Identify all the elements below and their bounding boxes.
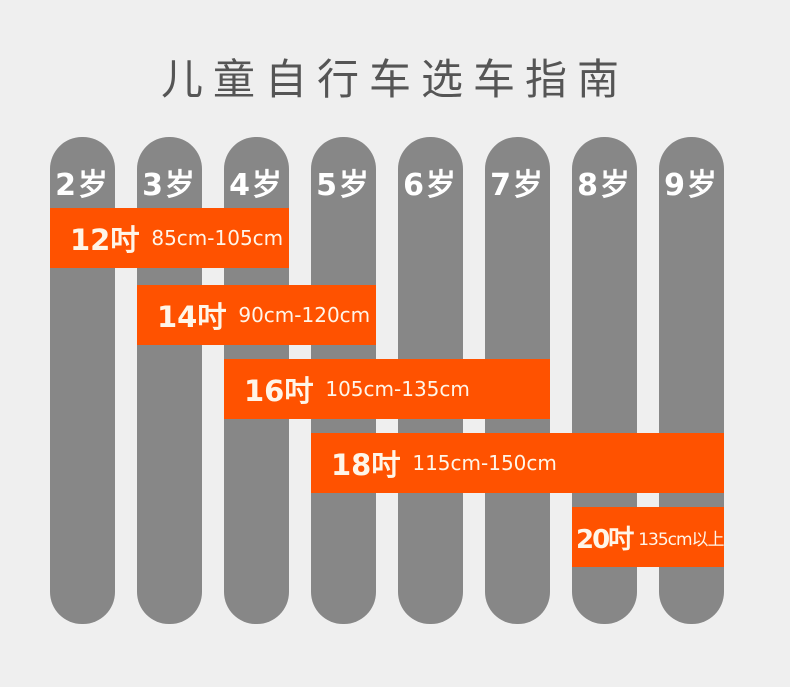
height-range: 90cm-120cm (238, 303, 371, 327)
height-range: 85cm-105cm (151, 226, 284, 250)
wheel-size: 20吋 (576, 524, 634, 555)
bike-size-bar: 12吋 85cm-105cm (50, 208, 289, 268)
height-range: 115cm-150cm (412, 451, 557, 475)
age-label: 7岁 (490, 168, 545, 203)
age-label: 9岁 (664, 168, 719, 203)
bike-size-bar: 18吋 115cm-150cm (311, 433, 724, 493)
height-range: 135cm以上 (638, 529, 724, 550)
bike-size-bar: 14吋 90cm-120cm (137, 285, 376, 345)
age-label: 3岁 (142, 168, 197, 203)
wheel-size: 14吋 (157, 300, 227, 334)
age-label: 8岁 (577, 168, 632, 203)
age-label: 6岁 (403, 168, 458, 203)
wheel-size: 16吋 (244, 374, 314, 408)
height-range: 105cm-135cm (325, 377, 470, 401)
wheel-size: 12吋 (70, 223, 140, 257)
age-label: 4岁 (229, 168, 284, 203)
bike-size-bar: 20吋 135cm以上 (572, 507, 725, 567)
wheel-size: 18吋 (331, 448, 401, 482)
age-label: 5岁 (316, 168, 371, 203)
age-label: 2岁 (55, 168, 110, 203)
page-title: 儿童自行车选车指南 (160, 55, 629, 104)
bike-size-bar: 16吋 105cm-135cm (224, 359, 550, 419)
